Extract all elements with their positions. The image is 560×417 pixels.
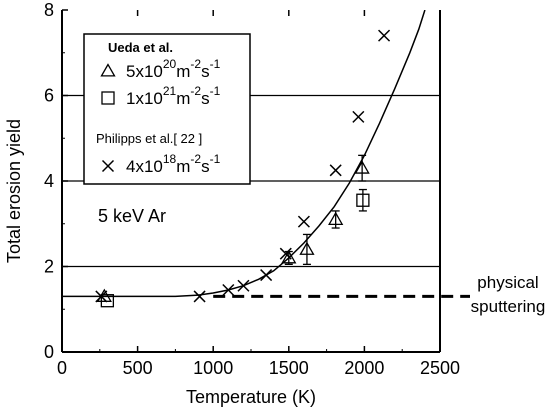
data-points [95, 29, 391, 308]
legend-label-part: 1x10 [126, 89, 163, 108]
y-tick-label-8: 8 [44, 0, 54, 20]
point-cross-8-stroke-b [352, 110, 365, 123]
legend-title-philipps: Philipps et al.[ 22 ] [96, 131, 202, 146]
point-cross-7-stroke-b [329, 164, 342, 177]
x-tick-label-1000: 1000 [193, 358, 233, 378]
y-tick-label-4: 4 [44, 171, 54, 191]
legend-marker-square [101, 91, 115, 105]
y-tick-label-2: 2 [44, 257, 54, 277]
tick-labels: 0 500 1000 1500 2000 2500 0 2 4 6 8 [44, 0, 460, 378]
point-cross-6-stroke-b [297, 215, 310, 228]
x-tick-label-500: 500 [123, 358, 153, 378]
sputtering-annotation-line1: physical [477, 273, 538, 292]
legend-label-part: 21 [163, 84, 177, 98]
point-cross-2 [222, 283, 235, 297]
point-cross-9 [378, 29, 391, 42]
point-cross-4 [260, 269, 273, 282]
x-tick-label-2500: 2500 [420, 358, 460, 378]
legend-label-part: s [201, 89, 210, 108]
legend-label-part: -1 [210, 84, 221, 98]
point-cross-9-stroke-b [378, 29, 391, 42]
y-tick-label-6: 6 [44, 86, 54, 106]
fit-curve [62, 10, 426, 298]
point-triangle-2 [299, 241, 315, 255]
point-cross-3-stroke-b [237, 279, 250, 292]
point-cross-4-stroke-b [260, 269, 273, 282]
ion-annotation: 5 keV Ar [98, 206, 166, 226]
point-cross-6 [297, 215, 310, 228]
legend-label-part: 5x10 [126, 62, 163, 81]
legend-label-part: -2 [190, 57, 201, 71]
legend-label-part: -2 [190, 152, 201, 166]
point-cross-7 [329, 164, 342, 177]
legend-label-part: 4x10 [126, 157, 163, 176]
x-tick-label-2000: 2000 [344, 358, 384, 378]
x-axis-label: Temperature (K) [186, 387, 316, 407]
legend-label-part: 18 [163, 152, 177, 166]
point-square-1 [356, 193, 370, 207]
legend-label-part: s [201, 62, 210, 81]
y-tick-label-0: 0 [44, 342, 54, 362]
point-cross-3 [237, 279, 250, 292]
y-axis-label: Total erosion yield [4, 119, 24, 263]
legend-label-cross: 4x1018m-2s-1 [126, 152, 221, 176]
legend-label-part: -1 [210, 57, 221, 71]
point-cross-2-stroke-b [222, 283, 235, 297]
sputtering-annotation-line2: sputtering [471, 297, 546, 316]
legend-marker-cross [101, 159, 115, 173]
point-cross-0 [95, 290, 108, 303]
legend-label-triangle: 5x1020m-2s-1 [126, 57, 221, 81]
point-triangle-1 [281, 250, 297, 264]
legend-label-part: m [176, 89, 190, 108]
legend-label-part: m [176, 62, 190, 81]
legend-label-square: 1x1021m-2s-1 [126, 84, 221, 108]
legend-marker-triangle [100, 63, 116, 77]
point-cross-1 [193, 290, 206, 303]
legend-label-part: 20 [163, 57, 177, 71]
legend-title-ueda: Ueda et al. [108, 40, 173, 55]
axes [61, 9, 441, 353]
point-cross-5 [279, 247, 292, 260]
point-triangle-4 [354, 160, 370, 174]
point-triangle-3 [328, 211, 344, 226]
legend-box [83, 33, 251, 185]
legend-marker-cross-stroke-b [101, 159, 115, 173]
point-cross-8 [352, 110, 365, 123]
x-tick-label-0: 0 [57, 358, 67, 378]
point-square-0 [100, 294, 115, 308]
point-cross-1-stroke-b [193, 290, 206, 303]
legend-label-part: m [176, 157, 190, 176]
legend: Ueda et al. Philipps et al.[ 22 ] 5x1020… [83, 33, 251, 185]
legend-label-part: -1 [210, 152, 221, 166]
point-cross-5-stroke-b [279, 247, 292, 260]
point-cross-0-stroke-b [95, 290, 108, 303]
x-tick-label-1500: 1500 [269, 358, 309, 378]
legend-label-part: s [201, 157, 210, 176]
fit-curve-group [62, 10, 426, 298]
legend-label-part: -2 [190, 84, 201, 98]
